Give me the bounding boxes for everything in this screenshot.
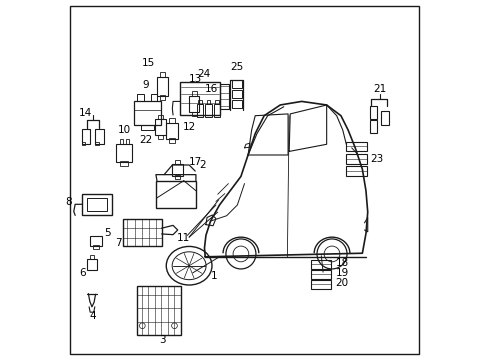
Text: 4: 4 xyxy=(89,311,96,321)
Bar xyxy=(155,119,165,135)
Bar xyxy=(191,91,196,96)
Text: 18: 18 xyxy=(335,257,348,267)
Circle shape xyxy=(139,323,145,329)
Ellipse shape xyxy=(166,247,212,285)
Circle shape xyxy=(324,246,339,262)
Bar xyxy=(346,166,366,176)
Circle shape xyxy=(171,323,177,329)
Bar xyxy=(231,80,241,88)
Bar xyxy=(346,154,366,163)
Text: 10: 10 xyxy=(117,125,130,135)
Bar xyxy=(205,104,211,117)
Bar xyxy=(141,125,153,130)
Bar xyxy=(120,139,123,144)
Bar xyxy=(188,96,199,112)
Bar xyxy=(81,129,90,144)
Text: 9: 9 xyxy=(142,80,149,90)
Bar xyxy=(369,107,377,119)
Bar xyxy=(86,198,107,211)
Bar xyxy=(90,236,102,246)
Bar xyxy=(125,139,129,144)
Bar xyxy=(157,77,168,96)
Text: 23: 23 xyxy=(370,154,383,163)
Ellipse shape xyxy=(172,252,205,280)
Circle shape xyxy=(225,239,255,269)
Bar xyxy=(175,175,180,179)
Bar xyxy=(231,100,241,108)
Bar xyxy=(120,161,128,166)
Bar xyxy=(206,100,210,104)
Text: 12: 12 xyxy=(183,122,196,132)
Text: 3: 3 xyxy=(159,335,165,345)
Text: 1: 1 xyxy=(210,271,217,282)
Bar xyxy=(198,100,201,104)
Text: 7: 7 xyxy=(115,238,122,248)
Text: 19: 19 xyxy=(335,267,348,278)
Circle shape xyxy=(316,239,346,269)
Bar xyxy=(160,95,165,100)
Text: 25: 25 xyxy=(230,63,244,72)
Text: 24: 24 xyxy=(197,68,210,78)
Text: 2: 2 xyxy=(198,160,205,170)
Bar xyxy=(87,258,97,270)
Text: 8: 8 xyxy=(65,197,72,207)
Bar xyxy=(95,129,103,144)
Text: 14: 14 xyxy=(79,108,92,118)
Text: 6: 6 xyxy=(79,268,86,278)
Bar xyxy=(156,181,196,208)
Bar xyxy=(137,286,181,335)
Circle shape xyxy=(233,246,248,262)
Bar xyxy=(172,164,183,176)
Bar xyxy=(191,112,196,116)
Bar xyxy=(160,72,165,77)
Text: 5: 5 xyxy=(104,228,110,238)
Text: 21: 21 xyxy=(373,84,386,94)
Text: 22: 22 xyxy=(140,135,153,145)
Bar xyxy=(175,160,180,164)
Bar xyxy=(380,111,388,125)
Bar xyxy=(231,90,241,98)
Bar xyxy=(220,84,229,109)
Bar xyxy=(169,138,175,143)
Text: 11: 11 xyxy=(177,233,190,243)
Bar xyxy=(310,280,331,289)
Bar xyxy=(81,142,85,145)
Text: 16: 16 xyxy=(204,84,218,94)
Text: 15: 15 xyxy=(142,58,155,68)
Text: 13: 13 xyxy=(188,74,202,84)
Bar xyxy=(369,120,377,133)
Bar xyxy=(134,101,161,125)
Bar xyxy=(82,194,111,215)
Bar xyxy=(151,94,157,101)
Bar xyxy=(310,260,331,269)
Bar xyxy=(137,94,143,101)
Bar xyxy=(116,144,132,162)
Bar xyxy=(213,104,220,117)
Bar xyxy=(95,142,99,145)
Bar xyxy=(346,142,366,152)
Bar xyxy=(123,219,162,246)
Bar xyxy=(157,135,163,139)
Bar xyxy=(215,100,218,104)
Bar xyxy=(169,118,175,123)
Bar xyxy=(180,82,220,115)
Bar xyxy=(196,104,203,117)
Bar xyxy=(310,270,331,279)
Bar xyxy=(157,115,163,119)
Bar xyxy=(165,123,178,139)
Bar xyxy=(90,255,94,258)
Text: 20: 20 xyxy=(335,278,348,288)
Bar xyxy=(93,245,99,249)
Text: 17: 17 xyxy=(188,157,201,167)
